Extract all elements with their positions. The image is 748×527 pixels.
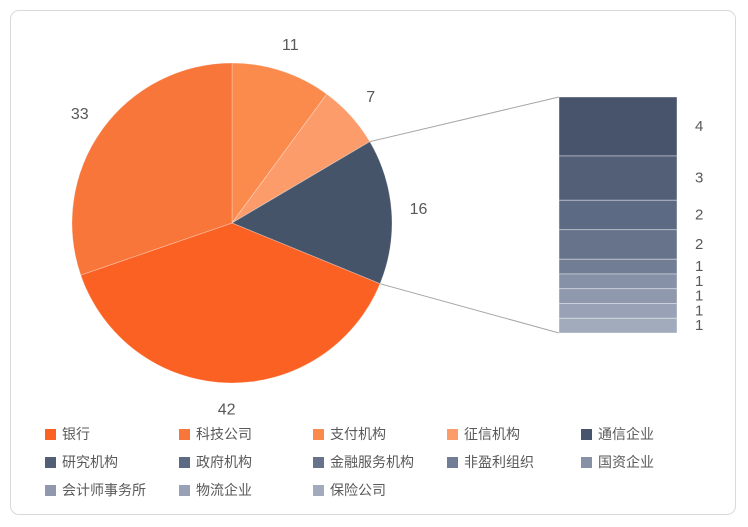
legend-swatch-icon: [313, 484, 324, 496]
bar-segment-6: [558, 288, 678, 304]
chart-card: 11 7 16 42 33 4 3 2 2 1 1 1 1 1 银行 科技公司 支付机构 征信机构 通信企业 研究…: [10, 10, 736, 515]
legend-swatch-icon: [581, 456, 592, 468]
bar-segment-5: [558, 273, 678, 290]
legend-label: 通信企业: [598, 426, 654, 442]
bar-segment-8: [558, 317, 678, 334]
legend-item-11: 物流企业: [179, 480, 313, 500]
pie-slice-1: [231, 93, 371, 224]
bar-segment-label: 1: [695, 273, 703, 290]
legend-label: 支付机构: [330, 426, 386, 442]
legend-label: 科技公司: [196, 426, 252, 442]
bar-segment-label: 4: [695, 118, 703, 135]
legend-label: 非盈利组织: [464, 454, 534, 470]
legend-item-0: 银行: [45, 424, 179, 444]
bar-segment-7: [558, 303, 678, 319]
legend-swatch-icon: [45, 484, 56, 496]
chart-legend: 银行 科技公司 支付机构 征信机构 通信企业 研究机构 政府机构 金融服务机构 非盈利组织 国资…: [45, 420, 725, 504]
legend-swatch-icon: [179, 456, 190, 468]
legend-swatch-icon: [447, 428, 458, 440]
pie-slice-4: [71, 62, 233, 276]
legend-item-8: 非盈利组织: [447, 452, 581, 472]
pie-slice-label: 33: [71, 106, 89, 123]
legend-label: 会计师事务所: [62, 482, 146, 498]
legend-label: 物流企业: [196, 482, 252, 498]
connector-line-top: [369, 96, 560, 143]
pie-slice-label: 11: [282, 37, 299, 54]
legend-label: 保险公司: [330, 482, 386, 498]
legend-row-3: 会计师事务所 物流企业 保险公司: [45, 476, 725, 504]
bar-segment-label: 1: [695, 258, 703, 275]
legend-label: 国资企业: [598, 454, 654, 470]
bar-segment-label: 2: [695, 236, 703, 253]
legend-label: 征信机构: [464, 426, 520, 442]
legend-swatch-icon: [581, 428, 592, 440]
legend-swatch-icon: [179, 428, 190, 440]
legend-label: 政府机构: [196, 454, 252, 470]
pie-slice-2: [231, 141, 393, 285]
legend-swatch-icon: [179, 484, 190, 496]
pie-slice-0: [231, 62, 328, 225]
legend-item-9: 国资企业: [581, 452, 715, 472]
bar-segment-label: 2: [695, 207, 703, 224]
legend-swatch-icon: [447, 456, 458, 468]
bar-segment-label: 1: [695, 317, 703, 334]
bar-segment-1: [558, 155, 678, 201]
legend-item-1: 科技公司: [179, 424, 313, 444]
bar-segment-0: [558, 96, 678, 157]
pie-slice-label: 7: [366, 89, 375, 106]
legend-row-2: 研究机构 政府机构 金融服务机构 非盈利组织 国资企业: [45, 448, 725, 476]
legend-row-1: 银行 科技公司 支付机构 征信机构 通信企业: [45, 420, 725, 448]
bar-segment-2: [558, 199, 678, 231]
legend-item-10: 会计师事务所: [45, 480, 179, 500]
connector-line-bottom: [379, 283, 560, 334]
legend-item-3: 征信机构: [447, 424, 581, 444]
legend-item-12: 保险公司: [313, 480, 447, 500]
legend-label: 研究机构: [62, 454, 118, 470]
pie-slice-label: 16: [410, 201, 428, 218]
pie-slice-3: [80, 222, 381, 384]
bar-segment-3: [558, 229, 678, 260]
legend-label: 金融服务机构: [330, 454, 414, 470]
legend-item-2: 支付机构: [313, 424, 447, 444]
pie-slice-label: 42: [218, 401, 236, 418]
bar-segment-label: 3: [695, 170, 703, 187]
legend-item-5: 研究机构: [45, 452, 179, 472]
bar-segment-label: 1: [695, 288, 703, 305]
legend-label: 银行: [62, 426, 90, 442]
legend-swatch-icon: [313, 456, 324, 468]
legend-swatch-icon: [45, 456, 56, 468]
legend-swatch-icon: [45, 428, 56, 440]
legend-item-6: 政府机构: [179, 452, 313, 472]
legend-item-7: 金融服务机构: [313, 452, 447, 472]
legend-swatch-icon: [313, 428, 324, 440]
bar-segment-label: 1: [695, 302, 703, 319]
bar-segment-4: [558, 258, 678, 275]
legend-item-4: 通信企业: [581, 424, 715, 444]
